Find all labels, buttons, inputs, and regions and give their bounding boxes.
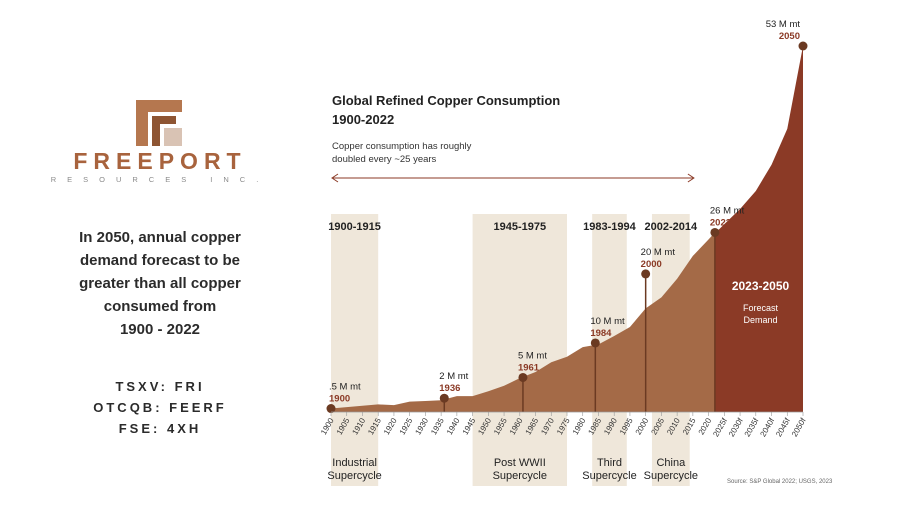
marker-value-label: 26 M mt bbox=[710, 205, 745, 216]
doubling-note: doubled every ~25 years bbox=[332, 154, 437, 165]
marker-value-label: 53 M mt bbox=[766, 19, 801, 30]
marker-value-label: .5 M mt bbox=[329, 382, 361, 393]
band-name-label: Supercycle bbox=[493, 470, 547, 482]
marker-ball bbox=[518, 372, 528, 382]
logo-subtitle: RESOURCES INC. bbox=[50, 175, 270, 184]
marker-ball bbox=[710, 227, 720, 237]
marker-year-label: 2000 bbox=[641, 259, 662, 270]
forecast-demand-area bbox=[714, 46, 803, 412]
x-tick-label: 1935 bbox=[429, 416, 446, 436]
band-year-label: 1900-1915 bbox=[328, 221, 381, 233]
arrow-left-head bbox=[331, 173, 339, 183]
ticker-otcqb: OTCQB: FEERF bbox=[93, 400, 227, 415]
forecast-label: 2023-2050 bbox=[732, 279, 790, 293]
band-name-label: Supercycle bbox=[582, 470, 636, 482]
marker-ball bbox=[326, 404, 336, 414]
tagline-line: In 2050, annual copper bbox=[79, 229, 241, 246]
x-tick-label: 2040f bbox=[758, 416, 776, 439]
x-tick-label: 2000 bbox=[634, 416, 651, 436]
supercycle-band bbox=[472, 214, 567, 486]
tagline-line: greater than all copper bbox=[79, 275, 241, 292]
marker-value-label: 10 M mt bbox=[590, 316, 625, 327]
marker-ball bbox=[641, 269, 651, 279]
x-tick-label: 1930 bbox=[413, 416, 430, 436]
marker-value-label: 2 M mt bbox=[439, 371, 468, 382]
left-panel: FREEPORT RESOURCES INC. In 2050, annual … bbox=[0, 0, 320, 506]
chart-text: Global Refined Copper Consumption 1900-2… bbox=[332, 93, 833, 485]
supercycle-band bbox=[331, 214, 379, 486]
marker-year-label: 1984 bbox=[590, 328, 612, 339]
band-name-label: Supercycle bbox=[327, 470, 381, 482]
tagline-line: 1900 - 2022 bbox=[119, 321, 201, 338]
x-tick-label: 1925 bbox=[398, 416, 415, 436]
marker-ball bbox=[798, 41, 808, 51]
marker-year-label: 1900 bbox=[329, 394, 350, 405]
marker-value-label: 20 M mt bbox=[641, 247, 676, 258]
band-year-label: 1983-1994 bbox=[583, 221, 636, 233]
ticker-fse: FSE: 4XH bbox=[118, 421, 202, 436]
band-year-label: 1945-1975 bbox=[493, 221, 546, 233]
marker-value-label: 5 M mt bbox=[518, 350, 547, 361]
marker-year-label: 2050 bbox=[779, 31, 800, 42]
marker-year-label: 1961 bbox=[518, 362, 540, 373]
x-tick-label: 2035f bbox=[743, 416, 761, 439]
logo-wordmark: FREEPORT bbox=[73, 148, 247, 174]
tagline: In 2050, annual copper demand forecast t… bbox=[60, 226, 260, 341]
consumption-area: 2023-2050 Forecast Demand bbox=[331, 46, 803, 412]
band-name-label: China bbox=[656, 457, 686, 469]
x-tick-label: 2045f bbox=[774, 416, 792, 439]
band-name-label: Third bbox=[597, 457, 622, 469]
marker-ball bbox=[590, 338, 600, 348]
x-tick-label: 2025f bbox=[711, 416, 729, 439]
x-tick-label: 1940 bbox=[445, 416, 462, 436]
marker-year-label: 2022 bbox=[710, 217, 731, 228]
x-tick-label: 1980 bbox=[571, 416, 588, 436]
tagline-line: consumed from bbox=[103, 298, 217, 315]
chart-title: Global Refined Copper Consumption bbox=[332, 93, 560, 108]
arrow-right-head bbox=[687, 173, 695, 183]
band-name-label: Industrial bbox=[332, 457, 377, 469]
band-name-label: Supercycle bbox=[644, 470, 698, 482]
marker-ball bbox=[439, 393, 449, 403]
band-name-label: Post WWII bbox=[494, 457, 546, 469]
source-note: Source: S&P Global 2022; USGS, 2023 bbox=[727, 479, 833, 485]
forecast-label: Forecast bbox=[743, 303, 779, 313]
band-year-label: 2002-2014 bbox=[645, 221, 698, 233]
tagline-line: demand forecast to be bbox=[79, 252, 241, 269]
x-tick-label: 1920 bbox=[382, 416, 399, 436]
chart-subtitle: 1900-2022 bbox=[332, 112, 394, 127]
stock-tickers: TSXV: FRI OTCQB: FEERF FSE: 4XH bbox=[60, 376, 260, 439]
ticker-tsxv: TSXV: FRI bbox=[115, 379, 205, 394]
x-tick-label: 2050f bbox=[790, 416, 808, 439]
forecast-label: Demand bbox=[744, 315, 778, 325]
x-tick-label: 2030f bbox=[727, 416, 745, 439]
doubling-note: Copper consumption has roughly bbox=[332, 141, 472, 152]
historic-consumption-area bbox=[331, 232, 715, 412]
marker-year-label: 1936 bbox=[439, 383, 460, 394]
freeport-logo-icon bbox=[136, 100, 182, 146]
